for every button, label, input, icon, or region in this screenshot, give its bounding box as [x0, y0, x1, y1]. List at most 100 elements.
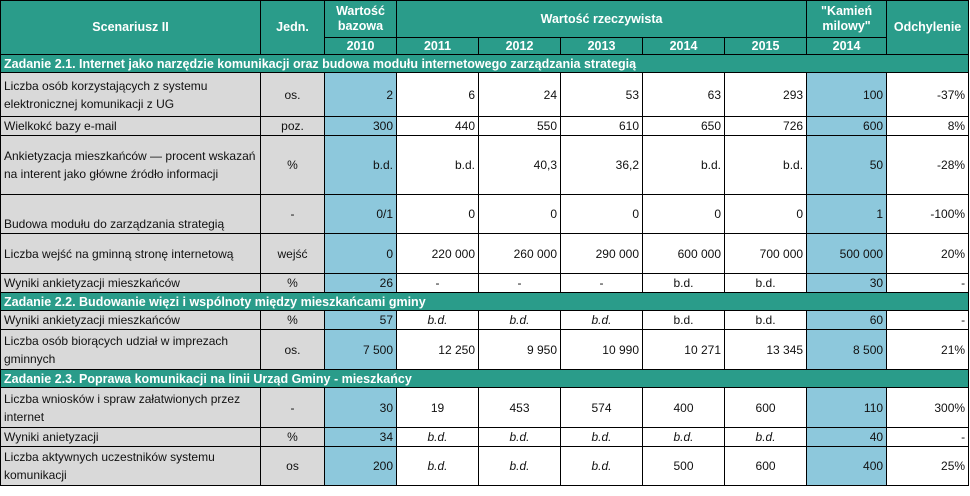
base-value: 0/1 [324, 194, 397, 234]
section-title: Zadanie 2.2. Budowanie więzi i wspólnoty… [0, 292, 970, 311]
value-2011: 220 000 [396, 233, 479, 274]
header-year: 2012 [478, 37, 561, 55]
header-year: 2011 [396, 37, 479, 55]
value-2011: b.d. [396, 427, 479, 447]
milestone-value: 8 500 [806, 329, 888, 370]
value-2015: 726 [723, 116, 808, 136]
milestone-value: 40 [806, 427, 888, 447]
section-title: Zadanie 2.1. Internet jako narzędzie kom… [0, 54, 970, 73]
value-2014: 63 [642, 72, 725, 117]
header-base-value: Wartość bazowa [324, 0, 397, 38]
value-2014: b.d. [642, 273, 725, 293]
header-milestone: "Kamień milowy" [806, 0, 888, 38]
milestone-value: 50 [806, 135, 888, 195]
row-unit: os [260, 446, 325, 486]
deviation-value: 20% [886, 233, 970, 274]
row-unit: poz. [260, 116, 325, 136]
row-label: Wielkokć bazy e-mail [0, 116, 261, 136]
base-value: 200 [324, 446, 397, 486]
value-2011: b.d. [396, 446, 479, 486]
value-2014: 0 [642, 194, 725, 234]
milestone-value: 400 [806, 446, 888, 486]
deviation-value: - [886, 310, 970, 330]
header-year: 2014 [806, 37, 888, 55]
base-value: 2 [324, 72, 397, 117]
value-2011: 440 [396, 116, 479, 136]
row-label: Liczba aktywnych uczestników systemu kom… [0, 446, 261, 486]
value-2012: - [478, 273, 561, 293]
value-2014: 400 [642, 387, 725, 428]
value-2013: b.d. [560, 427, 643, 447]
deviation-value: -100% [886, 194, 970, 234]
value-2014: b.d. [642, 427, 725, 447]
row-label: Liczba wejść na gminną stronę internetow… [0, 233, 261, 274]
deviation-value: 25% [886, 446, 970, 486]
indicator-table: Scenariusz II Jedn. Wartość bazowa Warto… [0, 0, 970, 486]
row-label: Liczba osób korzystających z systemu ele… [0, 72, 261, 117]
header-year: 2013 [560, 37, 643, 55]
row-label: Wyniki anietyzacji [0, 427, 261, 447]
row-unit: - [260, 194, 325, 234]
base-value: 30 [324, 387, 397, 428]
value-2014: 10 271 [642, 329, 725, 370]
value-2011: 12 250 [396, 329, 479, 370]
milestone-value: 100 [806, 72, 888, 117]
value-2015: 0 [723, 194, 808, 234]
table-row: Liczba wniosków i spraw załatwionych prz… [0, 387, 970, 428]
header-year: 2015 [723, 37, 808, 55]
value-2014: 650 [642, 116, 725, 136]
table-row: Liczba aktywnych uczestników systemu kom… [0, 446, 970, 486]
row-label: Liczba osób biorących udział w imprezach… [0, 329, 261, 370]
value-2011: b.d. [396, 310, 479, 330]
row-unit: % [260, 135, 325, 195]
row-label: Wyniki ankietyzacji mieszkańców [0, 310, 261, 330]
value-2015: 13 345 [723, 329, 808, 370]
deviation-value: - [886, 427, 970, 447]
value-2012: 24 [478, 72, 561, 117]
value-2015: 700 000 [723, 233, 808, 274]
value-2013: b.d. [560, 446, 643, 486]
value-2015: b.d. [723, 427, 808, 447]
milestone-value: 600 [806, 116, 888, 136]
row-unit: os. [260, 72, 325, 117]
value-2014: b.d. [642, 310, 725, 330]
row-unit: - [260, 387, 325, 428]
row-unit: os. [260, 329, 325, 370]
row-unit: wejść [260, 233, 325, 274]
table-row: Budowa modułu do zarządzania strategią -… [0, 194, 970, 234]
table-row: Liczba wejść na gminną stronę internetow… [0, 233, 970, 274]
deviation-value: 300% [886, 387, 970, 428]
header-deviation: Odchylenie [886, 0, 970, 55]
value-2012: b.d. [478, 427, 561, 447]
header-year: 2014 [642, 37, 725, 55]
header-year: 2010 [324, 37, 397, 55]
milestone-value: 30 [806, 273, 888, 293]
value-2013: 53 [560, 72, 643, 117]
value-2015: b.d. [723, 135, 808, 195]
row-label: Ankietyzacja mieszkańców — procent wskaz… [0, 135, 261, 195]
base-value: 34 [324, 427, 397, 447]
header-unit: Jedn. [260, 0, 325, 55]
table-row: Wyniki ankietyzacji mieszkańców % 26 - -… [0, 273, 970, 293]
base-value: 26 [324, 273, 397, 293]
value-2013: 10 990 [560, 329, 643, 370]
value-2013: 36,2 [560, 135, 643, 195]
milestone-value: 60 [806, 310, 888, 330]
table-row: Wyniki ankietyzacji mieszkańców % 57 b.d… [0, 310, 970, 330]
section-title: Zadanie 2.3. Poprawa komunikacji na lini… [0, 369, 970, 388]
row-label: Liczba wniosków i spraw załatwionych prz… [0, 387, 261, 428]
value-2011: 0 [396, 194, 479, 234]
table-row: Liczba osób biorących udział w imprezach… [0, 329, 970, 370]
value-2015: 293 [723, 72, 808, 117]
table-row: Wielkokć bazy e-mail poz. 300 440 550 61… [0, 116, 970, 136]
value-2015: b.d. [723, 310, 808, 330]
value-2012: b.d. [478, 446, 561, 486]
table-row: Wyniki anietyzacji % 34 b.d. b.d. b.d. b… [0, 427, 970, 447]
deviation-value: -37% [886, 72, 970, 117]
base-value: 57 [324, 310, 397, 330]
value-2014: b.d. [642, 135, 725, 195]
value-2013: 610 [560, 116, 643, 136]
value-2011: b.d. [396, 135, 479, 195]
base-value: b.d. [324, 135, 397, 195]
value-2011: 19 [396, 387, 479, 428]
